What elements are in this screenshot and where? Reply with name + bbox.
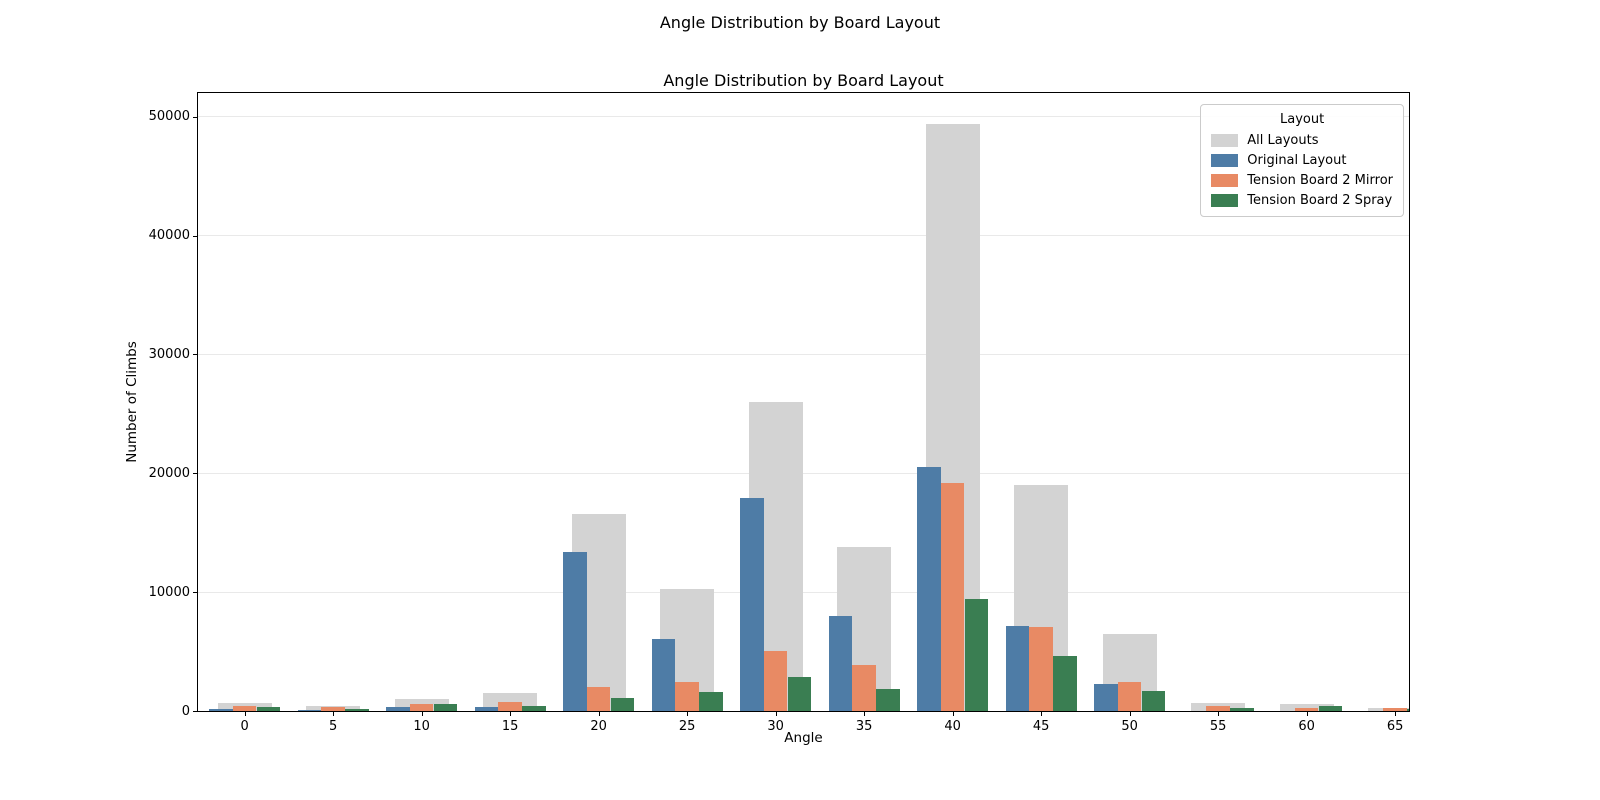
bar-original-layout-45	[1005, 626, 1030, 711]
bar-original-layout-40	[917, 467, 941, 711]
y-tick-label-10000: 10000	[148, 584, 190, 600]
bar-all-layouts-60	[1279, 703, 1334, 711]
gridline-20000	[198, 472, 1409, 474]
x-tick-mark-15	[510, 712, 512, 716]
bar-tension-board-2-mirror-0	[232, 706, 257, 711]
bar-original-layout-30	[740, 498, 764, 711]
bar-tension-board-2-mirror-55	[1206, 706, 1230, 711]
bar-tension-board-2-spray-55	[1230, 707, 1254, 711]
legend: Layout All Layouts Original Layout Tension…	[1200, 104, 1404, 217]
bar-original-layout-50	[1094, 683, 1118, 711]
legend-item-original-layout: Original Layout	[1211, 153, 1393, 168]
bar-tension-board-2-mirror-5	[321, 707, 345, 711]
bar-original-layout-5	[297, 709, 322, 711]
bar-tension-board-2-mirror-35	[852, 664, 876, 711]
bar-original-layout-25	[651, 638, 676, 711]
legend-swatch-all-layouts	[1211, 134, 1239, 147]
y-tick-label-0: 0	[181, 703, 190, 719]
x-tick-mark-30	[775, 712, 777, 716]
x-tick-mark-25	[687, 712, 689, 716]
bar-tension-board-2-spray-50	[1141, 691, 1166, 711]
bar-tension-board-2-mirror-40	[940, 482, 965, 711]
legend-item-tension-board-2-mirror: Tension Board 2 Mirror	[1211, 173, 1393, 188]
x-axis-label: Angle	[784, 730, 823, 746]
bar-original-layout-20	[563, 552, 587, 711]
legend-label-tension-board-2-spray: Tension Board 2 Spray	[1247, 193, 1393, 208]
legend-swatch-tension-board-2-spray	[1211, 194, 1239, 207]
bar-tension-board-2-spray-20	[610, 697, 635, 711]
bar-tension-board-2-spray-40	[964, 598, 989, 711]
bar-tension-board-2-mirror-15	[498, 701, 522, 711]
figure-suptitle: Angle Distribution by Board Layout	[659, 13, 941, 32]
gridline-10000	[198, 591, 1409, 593]
bar-tension-board-2-mirror-45	[1029, 626, 1053, 711]
x-tick-mark-40	[952, 712, 954, 716]
bar-tension-board-2-mirror-25	[675, 682, 699, 711]
bar-tension-board-2-mirror-65	[1383, 708, 1407, 711]
bar-tension-board-2-spray-60	[1318, 706, 1343, 711]
x-tick-mark-65	[1395, 712, 1397, 716]
legend-swatch-original-layout	[1211, 154, 1239, 167]
axes-title: Angle Distribution by Board Layout	[663, 71, 944, 90]
bar-tension-board-2-spray-15	[522, 706, 546, 711]
y-tick-label-20000: 20000	[148, 465, 190, 481]
bar-tension-board-2-spray-30	[787, 676, 812, 711]
bar-tension-board-2-mirror-50	[1117, 682, 1142, 711]
x-tick-mark-55	[1218, 712, 1220, 716]
gridline-40000	[198, 235, 1409, 237]
bar-original-layout-15	[474, 707, 499, 711]
y-axis-label: Number of Climbs	[124, 341, 140, 463]
x-tick-mark-35	[864, 712, 866, 716]
bar-tension-board-2-spray-65	[1407, 708, 1409, 711]
bar-tension-board-2-spray-5	[345, 708, 369, 711]
y-tick-label-30000: 30000	[148, 346, 190, 362]
x-tick-mark-20	[598, 712, 600, 716]
bar-tension-board-2-spray-10	[433, 704, 458, 711]
bar-tension-board-2-spray-35	[876, 689, 900, 711]
bar-tension-board-2-spray-25	[699, 692, 723, 711]
legend-item-all-layouts: All Layouts	[1211, 133, 1393, 148]
bar-original-layout-10	[386, 707, 410, 711]
bar-tension-board-2-spray-45	[1053, 656, 1077, 711]
bar-original-layout-0	[209, 708, 233, 711]
y-tick-label-40000: 40000	[148, 228, 190, 244]
gridline-30000	[198, 353, 1409, 355]
legend-title: Layout	[1280, 112, 1325, 127]
x-tick-mark-0	[244, 712, 246, 716]
x-tick-mark-50	[1129, 712, 1131, 716]
bar-original-layout-35	[828, 615, 853, 711]
legend-label-original-layout: Original Layout	[1247, 153, 1347, 168]
x-tick-mark-10	[421, 712, 423, 716]
x-tick-mark-60	[1306, 712, 1308, 716]
bar-tension-board-2-spray-0	[256, 707, 281, 711]
x-tick-mark-45	[1041, 712, 1043, 716]
gridline-50000	[198, 116, 1409, 118]
legend-swatch-tension-board-2-mirror	[1211, 174, 1239, 187]
legend-label-all-layouts: All Layouts	[1247, 133, 1319, 148]
legend-items: All Layouts Original Layout Tension Board …	[1211, 133, 1393, 208]
bar-tension-board-2-mirror-60	[1294, 707, 1319, 711]
bar-tension-board-2-mirror-20	[586, 686, 611, 711]
bar-tension-board-2-mirror-30	[763, 650, 788, 711]
legend-label-tension-board-2-mirror: Tension Board 2 Mirror	[1247, 173, 1393, 188]
x-tick-mark-5	[333, 712, 335, 716]
legend-item-tension-board-2-spray: Tension Board 2 Spray	[1211, 193, 1393, 208]
y-tick-label-50000: 50000	[148, 109, 190, 125]
bar-tension-board-2-mirror-10	[409, 704, 434, 711]
